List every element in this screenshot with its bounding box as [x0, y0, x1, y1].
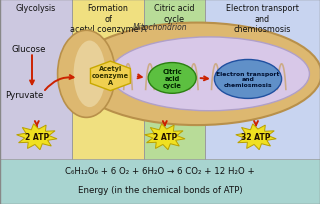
Text: 32 ATP: 32 ATP — [241, 133, 271, 142]
Polygon shape — [236, 124, 276, 150]
Ellipse shape — [74, 41, 106, 108]
Polygon shape — [91, 62, 130, 91]
Text: Glycolysis: Glycolysis — [16, 4, 56, 13]
Polygon shape — [17, 124, 57, 150]
Ellipse shape — [58, 31, 115, 118]
Text: 2 ATP: 2 ATP — [25, 133, 49, 142]
Text: Citric
acid
cycle: Citric acid cycle — [162, 69, 182, 89]
Bar — [0, 0, 72, 159]
Text: Pyruvate: Pyruvate — [5, 90, 43, 99]
Text: C₆H₁₂O₆ + 6 O₂ + 6H₂O → 6 CO₂ + 12 H₂O +: C₆H₁₂O₆ + 6 O₂ + 6H₂O → 6 CO₂ + 12 H₂O + — [65, 166, 255, 175]
Text: Glucose: Glucose — [11, 44, 46, 53]
Ellipse shape — [72, 23, 320, 125]
Text: Electron transport
and
chemiosmosis: Electron transport and chemiosmosis — [226, 4, 299, 34]
Ellipse shape — [110, 38, 309, 111]
Text: Electron transport
and
chemiosmosis: Electron transport and chemiosmosis — [216, 71, 280, 88]
Bar — [144, 0, 205, 159]
Circle shape — [148, 63, 196, 94]
Text: 2 ATP: 2 ATP — [153, 133, 177, 142]
Text: Formation
of
acetyl coenzyme A: Formation of acetyl coenzyme A — [70, 4, 146, 34]
Ellipse shape — [214, 60, 282, 99]
Text: Mitochondrion: Mitochondrion — [133, 23, 187, 32]
Text: Citric acid
cycle: Citric acid cycle — [154, 4, 195, 23]
Polygon shape — [145, 124, 185, 150]
Text: Acetyl
coenzyme
A: Acetyl coenzyme A — [92, 65, 129, 85]
Text: Energy (in the chemical bonds of ATP): Energy (in the chemical bonds of ATP) — [78, 185, 242, 194]
Bar — [205, 0, 320, 159]
Bar — [72, 0, 144, 159]
